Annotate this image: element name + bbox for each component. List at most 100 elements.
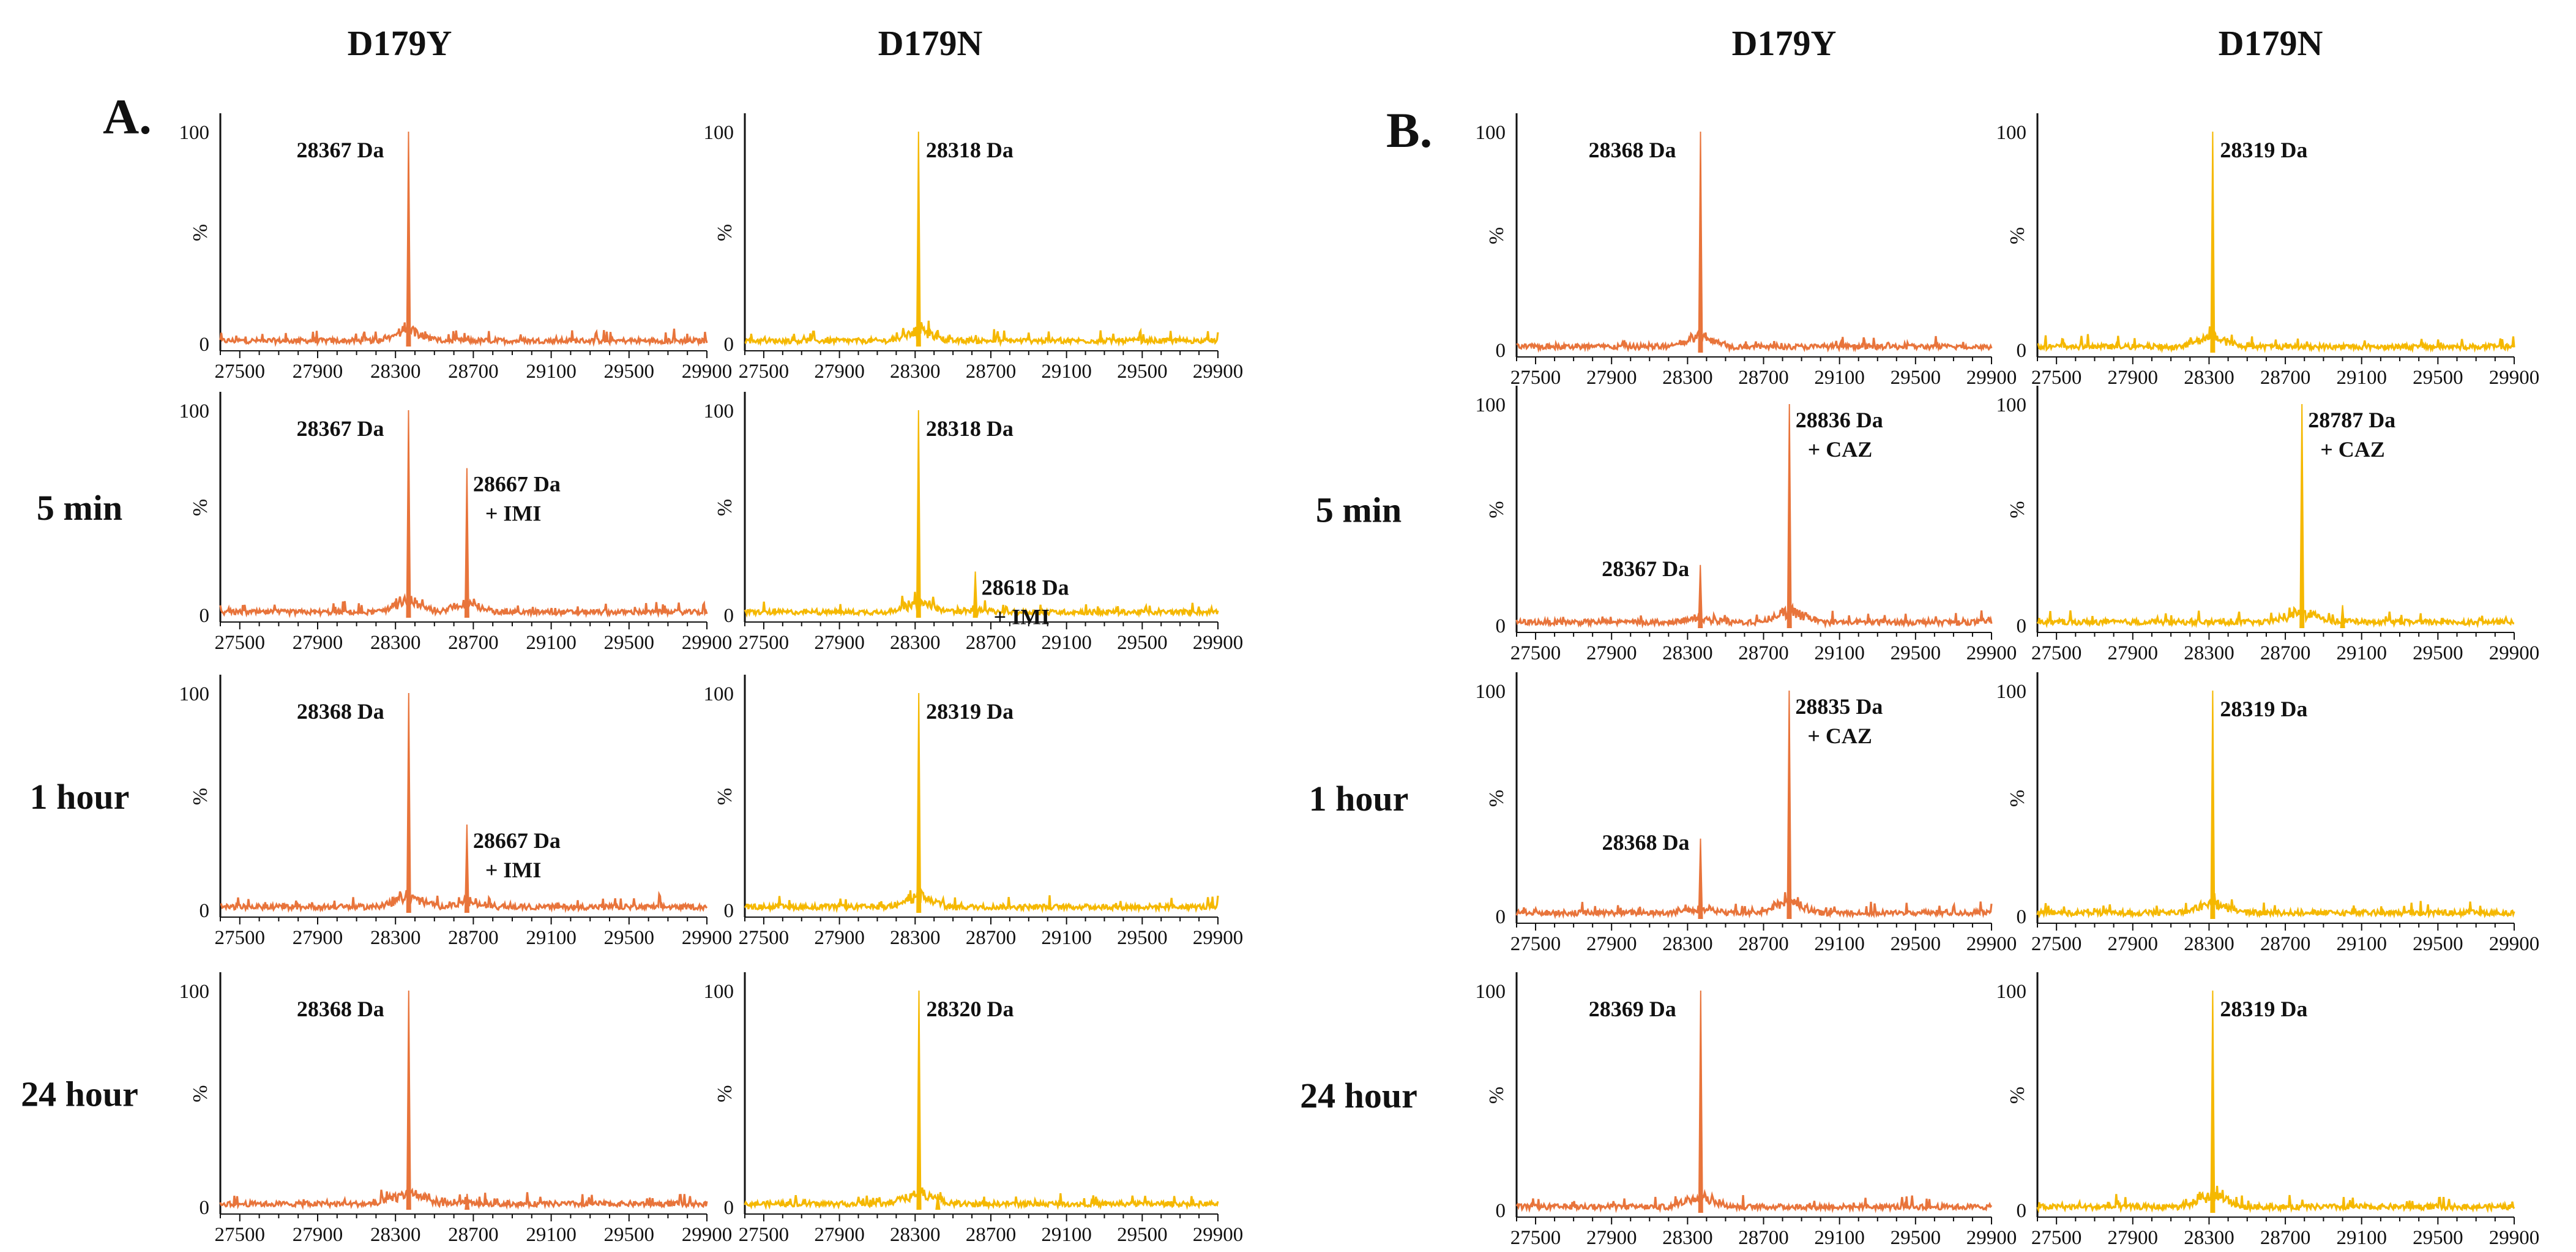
panel-b-spectrum-r2-c0-ylabel: % bbox=[1485, 790, 1508, 807]
panel-b-column-header-d179n: D179N bbox=[2219, 23, 2323, 63]
panel-b-spectrum-r1-c1-xtick-29500: 29500 bbox=[2413, 642, 2463, 664]
panel-b-spectrum-r0-c0-xtick-29100: 29100 bbox=[1814, 367, 1865, 389]
panel-b-spectrum-r0-c1-xtick-27900: 27900 bbox=[2108, 367, 2159, 389]
panel-b-row-label-3: 24 hour bbox=[1300, 1076, 1417, 1115]
panel-b-spectrum-r1-c0-ytick-0: 0 bbox=[1496, 615, 1506, 637]
panel-b-spectrum-r1-c1-peak-29000 bbox=[2340, 605, 2345, 628]
panel-a-spectrum-r1-c0-adduct-label-28667: + IMI bbox=[485, 501, 542, 526]
panel-b-spectrum-r2-c0-xtick-27900: 27900 bbox=[1586, 933, 1637, 955]
panel-a-spectrum-r3-c1-peak-label-28320: 28320 Da bbox=[926, 997, 1014, 1021]
panel-b-spectrum-r2-c0-peak-label-28835: 28835 Da bbox=[1795, 694, 1883, 719]
panel-a-spectrum-r3-c1-ytick-0: 0 bbox=[724, 1197, 734, 1219]
panel-a-spectrum-r1-c0-peak-label-28667: 28667 Da bbox=[473, 472, 561, 497]
panel-b-spectrum-r1-c0-xtick-27500: 27500 bbox=[1510, 642, 1561, 664]
panel-a-spectrum-r3-c1-xtick-29900: 29900 bbox=[1193, 1224, 1244, 1246]
panel-b-spectrum-r0-c0-ylabel: % bbox=[1485, 227, 1508, 244]
panel-a-spectrum-r3-c1-xtick-29500: 29500 bbox=[1117, 1224, 1168, 1246]
panel-a-spectrum-r0-c0-peak-label-28367: 28367 Da bbox=[297, 138, 384, 162]
panel-a-spectrum-r3-c1-xtick-27500: 27500 bbox=[739, 1224, 790, 1246]
panel-a-spectrum-r2-c0-ytick-0: 0 bbox=[200, 900, 210, 922]
panel-a-spectrum-r0-c1-peak-label-28318: 28318 Da bbox=[926, 138, 1014, 162]
panel-a-row-label-1: 5 min bbox=[37, 488, 122, 528]
panel-a-spectrum-r2-c0-peak-label-28667: 28667 Da bbox=[473, 828, 561, 853]
panel-a-spectrum-r1-c0-peak-label-28367: 28367 Da bbox=[297, 416, 384, 441]
panel-b-spectrum-r1-c1-xtick-27900: 27900 bbox=[2108, 642, 2159, 664]
panel-b-spectrum-r0-c0-xtick-28300: 28300 bbox=[1662, 367, 1713, 389]
panel-b-spectrum-r0-c1-xtick-29100: 29100 bbox=[2336, 367, 2387, 389]
panel-a-spectrum-r2-c1-xtick-28700: 28700 bbox=[966, 927, 1017, 949]
panel-a-spectrum-r2-c1-xtick-27500: 27500 bbox=[739, 927, 790, 949]
panel-b-spectrum-r3-c1-ylabel: % bbox=[2006, 1087, 2029, 1104]
panel-a-spectrum-r2-c0-xtick-27500: 27500 bbox=[215, 927, 266, 949]
panel-a-spectrum-r3-c1-peak-28320 bbox=[916, 990, 922, 1210]
panel-a-spectrum-r3-c0-peak-28368 bbox=[406, 990, 411, 1210]
panel-b-spectrum-r2-c0-xtick-29900: 29900 bbox=[1966, 933, 2017, 955]
panel-a-spectrum-r0-c1-peak-28318 bbox=[916, 131, 921, 347]
panel-a-spectrum-r1-c1-xtick-29100: 29100 bbox=[1041, 632, 1092, 654]
panel-b-spectrum-r0-c0-trace bbox=[1516, 328, 1993, 353]
panel-a-spectrum-r1-c0-ytick-0: 0 bbox=[200, 605, 210, 627]
panel-b-spectrum-r3-c0-ytick-0: 0 bbox=[1496, 1200, 1506, 1222]
panel-b-spectrum-r2-c0-xtick-27500: 27500 bbox=[1510, 933, 1561, 955]
panel-b-spectrum-r3-c1-xtick-29100: 29100 bbox=[2336, 1227, 2387, 1249]
panel-a-spectrum-r2-c1-ytick-100: 100 bbox=[704, 683, 734, 705]
panel-a-spectrum-r1-c0-ytick-100: 100 bbox=[179, 400, 210, 422]
panel-a-spectrum-r2-c1-xtick-29900: 29900 bbox=[1193, 927, 1244, 949]
panel-a-spectrum-r2-c1-ytick-0: 0 bbox=[724, 900, 734, 922]
panel-b-spectrum-r1-c1-xtick-28700: 28700 bbox=[2260, 642, 2311, 664]
panel-b-spectrum-r3-c1-xtick-28300: 28300 bbox=[2184, 1227, 2234, 1249]
panel-b-spectrum-r2-c1-xtick-29900: 29900 bbox=[2489, 933, 2540, 955]
panel-b-spectrum-r0-c0-ytick-100: 100 bbox=[1476, 122, 1506, 144]
panel-b-spectrum-r3-c1-peak-28319 bbox=[2210, 990, 2216, 1213]
panel-a-spectrum-r3-c1-xtick-28700: 28700 bbox=[966, 1224, 1017, 1246]
panel-b-spectrum-r1-c0-adduct-label-28836: + CAZ bbox=[1808, 437, 1873, 462]
panel-b-spectrum-r2-c0-xtick-29100: 29100 bbox=[1814, 933, 1865, 955]
panel-a-spectrum-r2-c0-xtick-29500: 29500 bbox=[604, 927, 655, 949]
panel-a-spectrum-r0-c1-ytick-100: 100 bbox=[704, 122, 734, 144]
panel-a-spectrum-r0-c0-xtick-28700: 28700 bbox=[448, 361, 499, 383]
panel-b-spectrum-r3-c0-xtick-28300: 28300 bbox=[1662, 1227, 1713, 1249]
panel-a-spectrum-r0-c0-peak-28367 bbox=[406, 131, 411, 347]
panel-a-spectrum-r0-c1-ytick-0: 0 bbox=[724, 334, 734, 356]
panel-b-spectrum-r1-c1-peak-28787 bbox=[2299, 403, 2305, 628]
panel-a-spectrum-r0-c1-ylabel: % bbox=[714, 224, 736, 241]
panel-b-spectrum-r3-c1-xtick-29900: 29900 bbox=[2489, 1227, 2540, 1249]
panel-b-spectrum-r3-c0-xtick-29100: 29100 bbox=[1814, 1227, 1865, 1249]
panel-a-spectrum-r3-c0-xtick-27900: 27900 bbox=[293, 1224, 343, 1246]
panel-b-spectrum-r0-c1-ytick-0: 0 bbox=[2017, 340, 2027, 362]
panel-a-spectrum-r3-c0-peak-label-28368: 28368 Da bbox=[297, 997, 384, 1021]
panel-a-spectrum-r2-c1-peak-28319 bbox=[916, 692, 922, 913]
panel-b-spectrum-r1-c0-peak-28367 bbox=[1698, 564, 1703, 628]
panel-a-spectrum-r2-c0-peak-label-28368: 28368 Da bbox=[297, 699, 384, 724]
panel-b-spectrum-r1-c0-trace bbox=[1515, 602, 1993, 629]
panel-a-spectrum-r0-c0-ylabel: % bbox=[189, 224, 212, 241]
panel-b-spectrum-r3-c0-ylabel: % bbox=[1485, 1087, 1508, 1104]
panel-b-spectrum-r2-c1-xtick-28700: 28700 bbox=[2260, 933, 2311, 955]
panel-b-spectrum-r2-c0-peak-28835 bbox=[1786, 690, 1792, 919]
panel-a-row-label-2: 1 hour bbox=[30, 777, 130, 817]
panel-a-spectrum-r3-c0-ylabel: % bbox=[189, 1085, 212, 1102]
panel-a-spectrum-r1-c0-peak-28667 bbox=[464, 468, 469, 618]
panel-a-spectrum-r1-c1-ytick-100: 100 bbox=[704, 400, 734, 422]
panel-b-spectrum-r3-c1-xtick-29500: 29500 bbox=[2413, 1227, 2463, 1249]
panel-b-spectrum-r2-c1-peak-28319 bbox=[2210, 690, 2216, 919]
panel-b-spectrum-r2-c1-trace bbox=[2036, 893, 2515, 920]
panel-b-spectrum-r3-c0-xtick-29900: 29900 bbox=[1966, 1227, 2017, 1249]
panel-a-spectrum-r1-c0-xtick-27500: 27500 bbox=[215, 632, 266, 654]
panel-a-spectrum-r3-c0-peak-28668 bbox=[465, 1193, 470, 1210]
panel-a-spectrum-r1-c1-adduct-label-28618: + IMI bbox=[994, 605, 1050, 629]
panel-a-spectrum-r3-c0-xtick-28700: 28700 bbox=[448, 1224, 499, 1246]
panel-a-spectrum-r1-c1-xtick-27500: 27500 bbox=[739, 632, 790, 654]
panel-b-spectrum-r3-c0-peak-28369 bbox=[1698, 990, 1703, 1213]
panel-b-spectrum-r0-c1-xtick-29500: 29500 bbox=[2413, 367, 2463, 389]
panel-b-spectrum-r0-c0-xtick-29900: 29900 bbox=[1966, 367, 2017, 389]
panel-a-spectrum-r0-c0-xtick-29900: 29900 bbox=[682, 361, 733, 383]
panel-b-spectrum-r3-c0-xtick-28700: 28700 bbox=[1738, 1227, 1789, 1249]
panel-a-spectrum-r3-c0-trace bbox=[219, 1187, 708, 1210]
panel-a-spectrum-r1-c1-xtick-29900: 29900 bbox=[1193, 632, 1244, 654]
panel-b-spectrum-r2-c1-xtick-27900: 27900 bbox=[2108, 933, 2159, 955]
panel-a-spectrum-r2-c0-xtick-29100: 29100 bbox=[526, 927, 577, 949]
panel-a-spectrum-r0-c1-xtick-29500: 29500 bbox=[1117, 361, 1168, 383]
panel-b-spectrum-r1-c1-adduct-label-28787: + CAZ bbox=[2320, 437, 2385, 462]
